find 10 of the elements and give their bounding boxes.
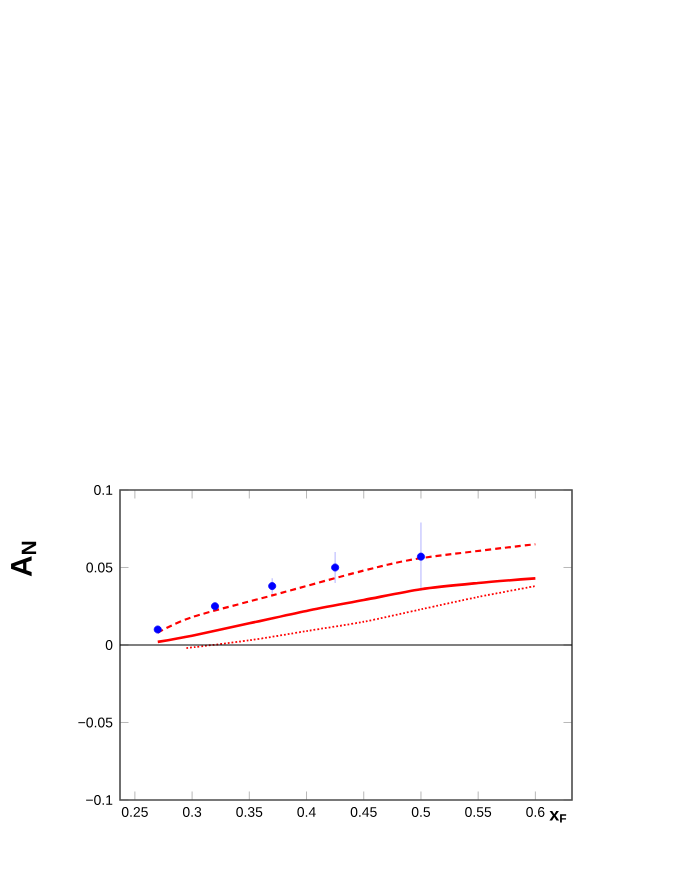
point: [153, 625, 162, 634]
line-series: [156, 577, 537, 644]
x-axis-title: x$_{F}$: [549, 811, 567, 823]
point: [268, 582, 277, 591]
y-axis-title: A$_{N}$: [11, 541, 37, 577]
point: [416, 552, 425, 561]
point: [331, 563, 340, 572]
line-series: [185, 585, 537, 649]
line-series: [156, 543, 537, 634]
point: [210, 602, 219, 611]
